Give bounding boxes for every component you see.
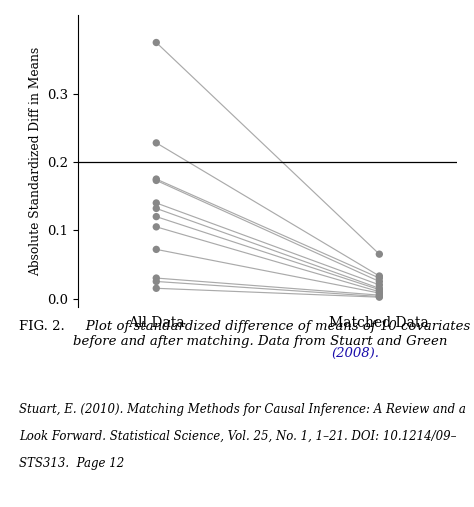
Text: FIG. 2.: FIG. 2. <box>19 320 65 334</box>
Point <box>153 199 160 207</box>
Point <box>375 285 383 294</box>
Point <box>375 272 383 280</box>
Point <box>375 284 383 293</box>
Point <box>153 277 160 285</box>
Text: STS313.  Page 12: STS313. Page 12 <box>19 457 124 470</box>
Point <box>153 245 160 254</box>
Text: Stuart, E. (2010). Matching Methods for Causal Inference: A Review and a: Stuart, E. (2010). Matching Methods for … <box>19 403 466 416</box>
Point <box>153 39 160 47</box>
Point <box>375 293 383 301</box>
Point <box>375 291 383 299</box>
Point <box>153 212 160 221</box>
Point <box>153 223 160 231</box>
Point <box>153 284 160 293</box>
Text: Plot of standardized difference of means of 10 covariates
before and after match: Plot of standardized difference of means… <box>73 320 471 348</box>
Point <box>153 204 160 212</box>
Point <box>375 293 383 301</box>
Point <box>375 250 383 258</box>
Point <box>153 175 160 183</box>
Point <box>375 289 383 297</box>
Point <box>153 176 160 185</box>
Y-axis label: Absolute Standardized Diff in Means: Absolute Standardized Diff in Means <box>29 46 42 276</box>
Point <box>375 274 383 282</box>
Text: Look Forward. Statistical Science, Vol. 25, No. 1, 1–21. DOI: 10.1214/09–: Look Forward. Statistical Science, Vol. … <box>19 430 456 443</box>
Point <box>153 139 160 147</box>
Text: (2008).: (2008). <box>332 347 380 360</box>
Point <box>375 287 383 296</box>
Point <box>375 281 383 289</box>
Point <box>375 277 383 285</box>
Point <box>153 274 160 282</box>
